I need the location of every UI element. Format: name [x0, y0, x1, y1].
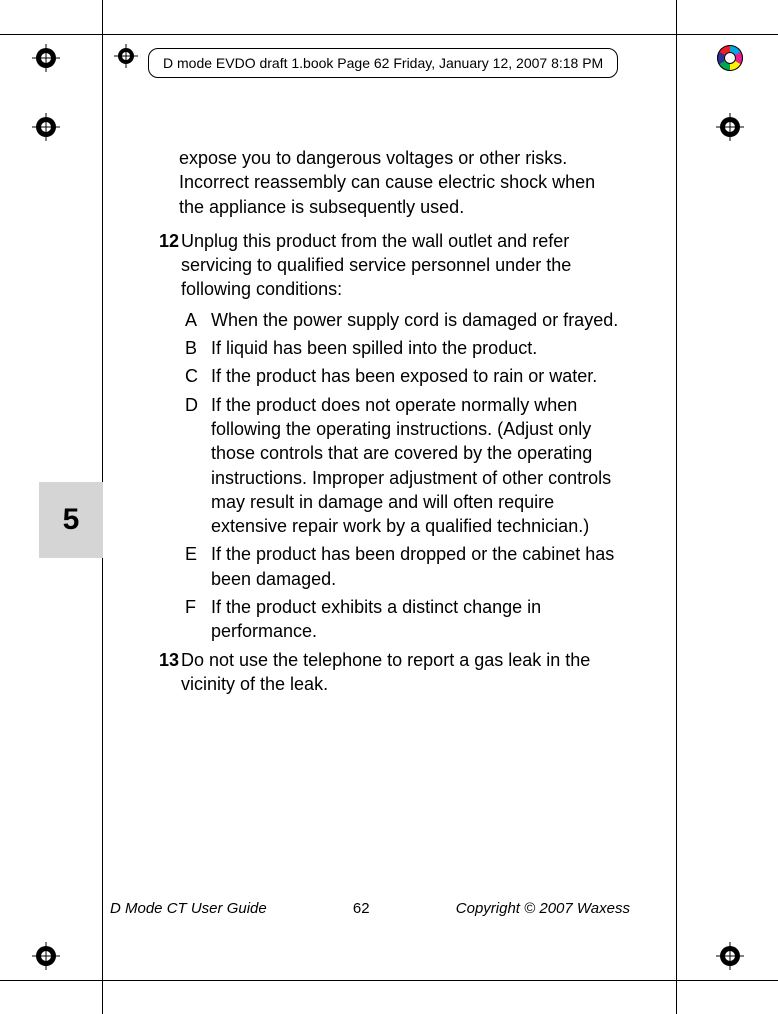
sub-text: If the product has been dropped or the c…: [211, 542, 619, 591]
sub-text: If the product has been exposed to rain …: [211, 364, 619, 388]
sub-letter: C: [185, 364, 211, 388]
sub-text: If liquid has been spilled into the prod…: [211, 336, 619, 360]
sub-item-a: A When the power supply cord is damaged …: [185, 308, 619, 332]
crop-line-bottom: [0, 980, 778, 981]
footer-page-number: 62: [353, 900, 370, 917]
sub-text: If the product does not operate normally…: [211, 393, 619, 539]
footer-left: D Mode CT User Guide: [110, 900, 267, 917]
color-wheel-icon: [717, 45, 743, 71]
page-body: expose you to dangerous voltages or othe…: [159, 146, 619, 702]
page-meta-header: D mode EVDO draft 1.book Page 62 Friday,…: [148, 48, 618, 78]
sub-letter: D: [185, 393, 211, 539]
registration-mark-icon: [32, 44, 60, 72]
sub-item-d: D If the product does not operate normal…: [185, 393, 619, 539]
chapter-tab: 5: [39, 482, 103, 558]
crop-line-top: [0, 34, 778, 35]
item-number: 12: [159, 229, 181, 302]
footer-right: Copyright © 2007 Waxess: [456, 900, 630, 917]
list-item-12: 12 Unplug this product from the wall out…: [159, 229, 619, 302]
sub-item-b: B If liquid has been spilled into the pr…: [185, 336, 619, 360]
sub-letter: B: [185, 336, 211, 360]
registration-mark-icon: [716, 113, 744, 141]
sub-list: A When the power supply cord is damaged …: [185, 308, 619, 644]
sub-item-c: C If the product has been exposed to rai…: [185, 364, 619, 388]
list-item-13: 13 Do not use the telephone to report a …: [159, 648, 619, 697]
crop-line-right: [676, 0, 677, 1014]
sub-letter: F: [185, 595, 211, 644]
sub-letter: E: [185, 542, 211, 591]
page-meta-text: D mode EVDO draft 1.book Page 62 Friday,…: [163, 55, 603, 71]
item-text: Unplug this product from the wall outlet…: [181, 229, 619, 302]
sub-letter: A: [185, 308, 211, 332]
item-number: 13: [159, 648, 181, 697]
page-footer: D Mode CT User Guide 62 Copyright © 2007…: [110, 900, 630, 917]
chapter-number: 5: [63, 503, 80, 537]
sub-text: When the power supply cord is damaged or…: [211, 308, 619, 332]
registration-mark-icon: [716, 942, 744, 970]
registration-mark-icon: [114, 44, 142, 72]
registration-mark-icon: [32, 113, 60, 141]
item-text: Do not use the telephone to report a gas…: [181, 648, 619, 697]
sub-item-f: F If the product exhibits a distinct cha…: [185, 595, 619, 644]
sub-text: If the product exhibits a distinct chang…: [211, 595, 619, 644]
sub-item-e: E If the product has been dropped or the…: [185, 542, 619, 591]
registration-mark-icon: [32, 942, 60, 970]
continuation-text: expose you to dangerous voltages or othe…: [179, 146, 619, 219]
